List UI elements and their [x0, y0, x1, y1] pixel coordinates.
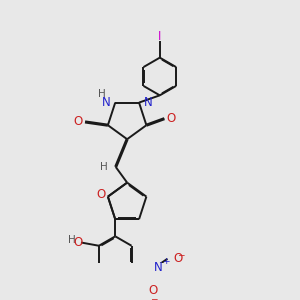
Text: O: O	[96, 188, 105, 202]
Text: O: O	[166, 112, 176, 125]
Text: O: O	[74, 116, 83, 128]
Text: H: H	[68, 235, 76, 245]
Text: H: H	[100, 162, 108, 172]
Text: O: O	[149, 284, 158, 297]
Text: I: I	[158, 30, 161, 43]
Text: N: N	[144, 96, 153, 109]
Text: N: N	[153, 261, 162, 274]
Text: O: O	[73, 236, 83, 249]
Text: −: −	[150, 294, 157, 300]
Text: O: O	[173, 252, 183, 265]
Text: H: H	[98, 89, 105, 99]
Text: +: +	[162, 257, 169, 266]
Text: −: −	[177, 250, 185, 259]
Text: N: N	[102, 96, 110, 109]
